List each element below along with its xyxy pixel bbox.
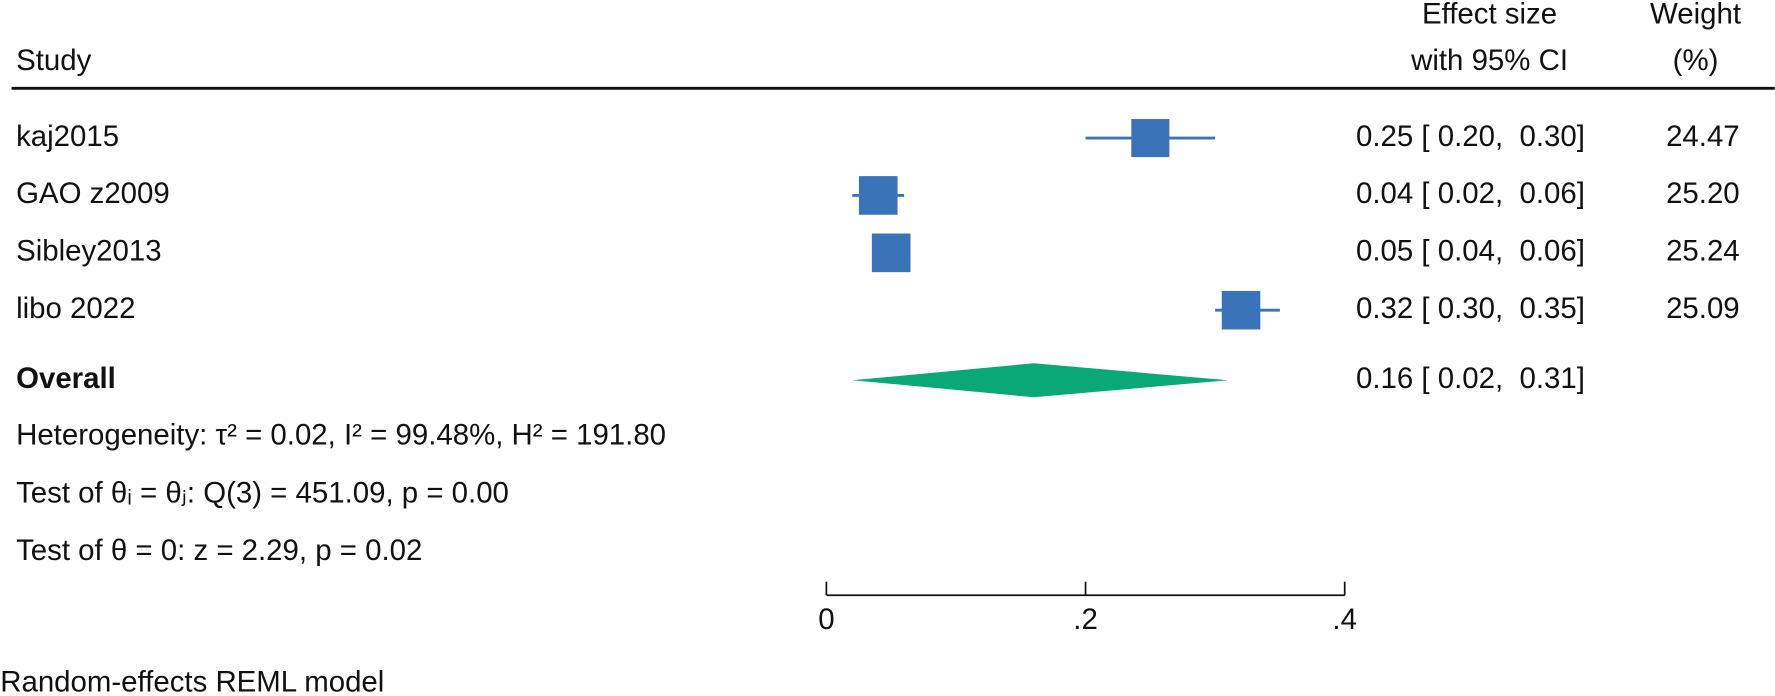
- note: Test of θ = 0: z = 2.29, p = 0.02: [16, 534, 422, 567]
- study-marker: [1131, 119, 1170, 158]
- weight-label: 24.47: [1666, 120, 1740, 153]
- header-weight: (%): [1673, 44, 1719, 77]
- x-tick-label: 0: [818, 603, 834, 636]
- weight-label: 25.20: [1666, 177, 1740, 210]
- study-name: libo 2022: [16, 292, 135, 325]
- study-name: GAO z2009: [16, 177, 170, 210]
- header-effect: with 95% CI: [1410, 44, 1568, 77]
- study-name: Sibley2013: [16, 235, 162, 268]
- footnote: Random-effects REML model: [0, 665, 384, 696]
- overall-diamond: [852, 363, 1229, 398]
- study-marker: [858, 176, 898, 215]
- effect-label: 0.04 [ 0.02, 0.06]: [1356, 177, 1585, 210]
- study-name: kaj2015: [16, 120, 119, 153]
- study-marker: [871, 233, 911, 273]
- overall-name: Overall: [16, 362, 116, 395]
- x-tick-label: .2: [1073, 603, 1098, 636]
- note: Heterogeneity: τ² = 0.02, I² = 99.48%, H…: [16, 419, 666, 452]
- weight-label: 25.24: [1666, 235, 1740, 268]
- header-study: Study: [16, 44, 91, 77]
- study-marker: [1221, 290, 1261, 330]
- effect-label: 0.25 [ 0.20, 0.30]: [1356, 120, 1585, 153]
- effect-label: 0.05 [ 0.04, 0.06]: [1356, 235, 1585, 268]
- weight-label: 25.09: [1666, 292, 1740, 325]
- effect-label: 0.32 [ 0.30, 0.35]: [1356, 292, 1585, 325]
- header-effect: Effect size: [1422, 0, 1557, 31]
- note: Test of θᵢ = θⱼ: Q(3) = 451.09, p = 0.00: [16, 476, 509, 509]
- x-tick-label: .4: [1332, 603, 1357, 636]
- header-weight: Weight: [1650, 0, 1741, 31]
- effect-label: 0.16 [ 0.02, 0.31]: [1356, 362, 1585, 395]
